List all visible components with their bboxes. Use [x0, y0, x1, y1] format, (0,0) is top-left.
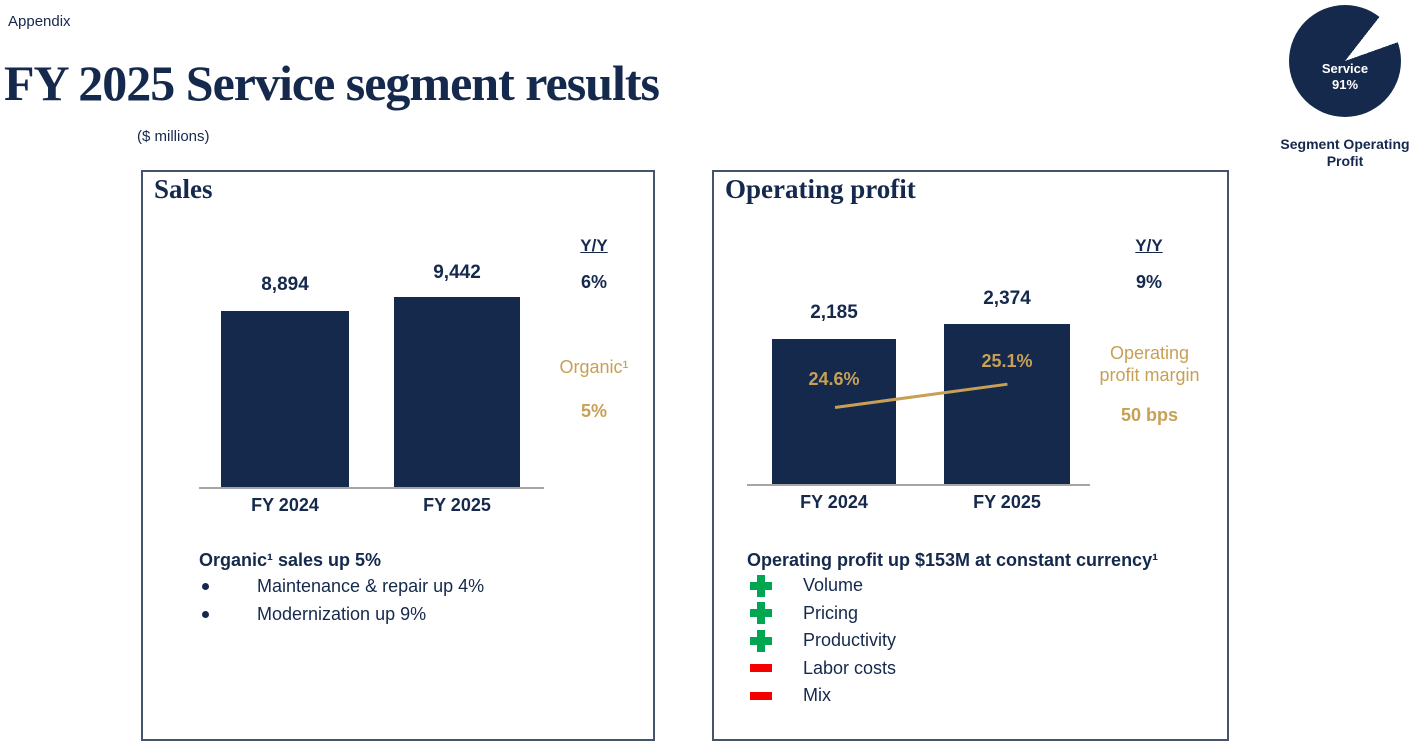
list-item: Mix [750, 685, 896, 707]
sales-organic-label: Organic¹ [559, 357, 629, 377]
profit-bar-fy2024 [772, 339, 896, 484]
list-item: Labor costs [750, 658, 896, 680]
profit-xlabel-fy2024: FY 2024 [800, 492, 868, 512]
sales-panel: Sales 8,894 9,442 FY 2024 FY 2025 Y/Y 6%… [141, 170, 655, 741]
minus-icon [750, 685, 772, 707]
bullet-icon [202, 611, 209, 618]
sales-panel-title: Sales [154, 174, 213, 204]
bullet-icon [202, 583, 209, 590]
list-item: Modernization up 9% [202, 604, 484, 625]
profit-panel-title: Operating profit [725, 174, 916, 204]
sales-x-axis [199, 487, 544, 489]
profit-driver-list: Volume Pricing Productivity Labor costs … [750, 574, 897, 707]
sales-yy-value: 6% [580, 272, 607, 292]
profit-xlabel-fy2025: FY 2025 [973, 492, 1041, 512]
sales-bar-fy2025 [394, 297, 520, 487]
sales-bullet-list: Maintenance & repair up 4% Modernization… [202, 576, 484, 625]
appendix-label: Appendix [8, 13, 71, 30]
list-item: Productivity [750, 629, 897, 652]
pie-caption: Segment Operating Profit [1280, 136, 1410, 169]
profit-margin-label-line1: Operating [1109, 343, 1190, 363]
bullet-text: Modernization up 9% [257, 604, 427, 624]
page-title: FY 2025 Service segment results [4, 55, 660, 111]
driver-label: Volume [803, 575, 864, 596]
pie-center-label: Service 91% [1289, 61, 1401, 93]
list-item: Pricing [750, 602, 896, 625]
sales-organic-value: 5% [580, 401, 607, 421]
driver-label: Productivity [803, 630, 897, 651]
minus-icon [750, 657, 772, 679]
units-note: ($ millions) [137, 128, 210, 145]
profit-x-axis [747, 484, 1090, 486]
plus-icon [750, 629, 772, 652]
list-item: Volume [750, 574, 896, 597]
segment-pie-block: Service 91% Segment Operating Profit [1263, 5, 1427, 170]
profit-notes-heading: Operating profit up $153M at constant cu… [747, 550, 1159, 570]
sales-bar-fy2024 [221, 311, 349, 487]
profit-margin-label: Operating profit margin [1082, 342, 1217, 386]
pie-chart: Service 91% [1289, 5, 1401, 117]
sales-yy-label: Y/Y [580, 236, 608, 255]
pie-segment-pct: 91% [1331, 77, 1359, 92]
profit-bar-value-fy2025: 2,374 [983, 288, 1031, 309]
profit-yy-label: Y/Y [1135, 236, 1163, 255]
profit-margin-fy2025: 25.1% [981, 351, 1033, 371]
sales-xlabel-fy2024: FY 2024 [251, 495, 319, 515]
pie-segment-name: Service [1321, 61, 1369, 76]
profit-yy-value: 9% [1135, 272, 1162, 292]
operating-profit-panel: Operating profit 2,185 24.6% 2,374 25.1%… [712, 170, 1229, 741]
profit-margin-fy2024: 24.6% [808, 369, 860, 389]
bullet-text: Maintenance & repair up 4% [257, 576, 485, 596]
sales-notes-heading: Organic¹ sales up 5% [199, 550, 382, 570]
plus-icon [750, 574, 772, 597]
driver-label: Pricing [803, 602, 859, 623]
sales-bar-value-fy2025: 9,442 [433, 262, 481, 283]
driver-label: Mix [803, 685, 831, 706]
profit-margin-value: 50 bps [1120, 405, 1179, 425]
sales-bar-value-fy2024: 8,894 [261, 274, 309, 295]
profit-bar-value-fy2024: 2,185 [810, 302, 858, 323]
list-item: Maintenance & repair up 4% [202, 576, 484, 597]
driver-label: Labor costs [803, 657, 897, 678]
plus-icon [750, 602, 772, 625]
profit-margin-label-line2: profit margin [1099, 365, 1200, 385]
profit-bar-fy2025 [944, 324, 1070, 484]
sales-xlabel-fy2025: FY 2025 [423, 495, 491, 515]
